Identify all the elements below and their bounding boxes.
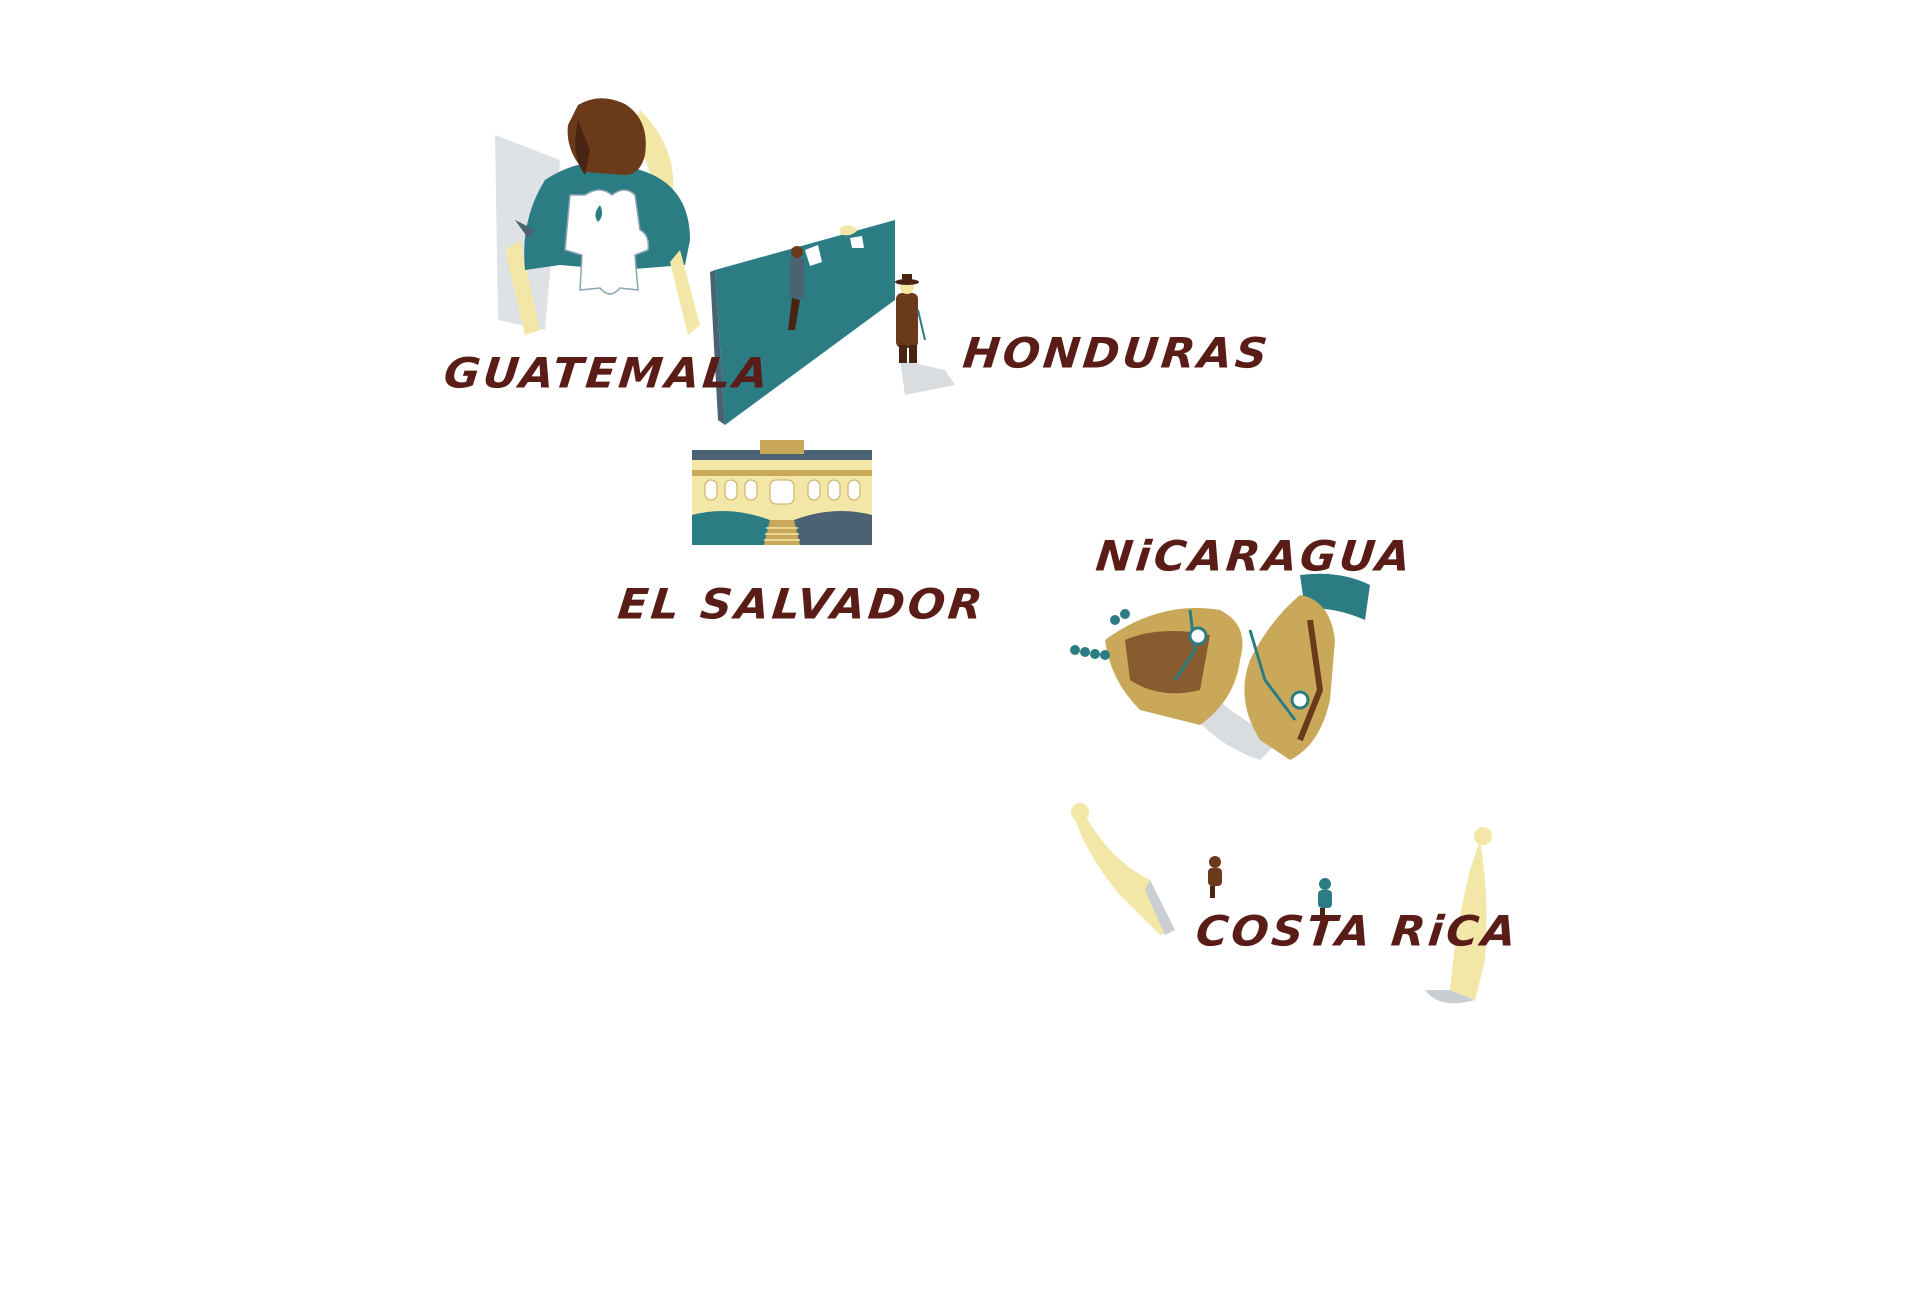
guatemala-woman-puzzle-illustration xyxy=(495,98,700,335)
el-salvador-palace-illustration xyxy=(692,440,872,545)
nicaragua-hands-rosary-illustration xyxy=(1070,573,1370,760)
country-label-honduras: HONDURAS xyxy=(960,329,1273,378)
walking-person-1 xyxy=(1208,856,1222,898)
costa-rica-figures-illustration xyxy=(1071,803,1492,1004)
country-label-guatemala: GUATEMALA xyxy=(441,349,774,398)
country-label-costa-rica: COSTA RiCA xyxy=(1193,907,1522,956)
country-label-el-salvador: EL SALVADOR xyxy=(615,580,988,629)
teal-wall-climber-illustration xyxy=(710,220,895,425)
honduras-man-illustration xyxy=(895,274,955,395)
walking-person-2 xyxy=(1318,878,1332,920)
country-label-nicaragua: NiCARAGUA xyxy=(1093,532,1416,581)
